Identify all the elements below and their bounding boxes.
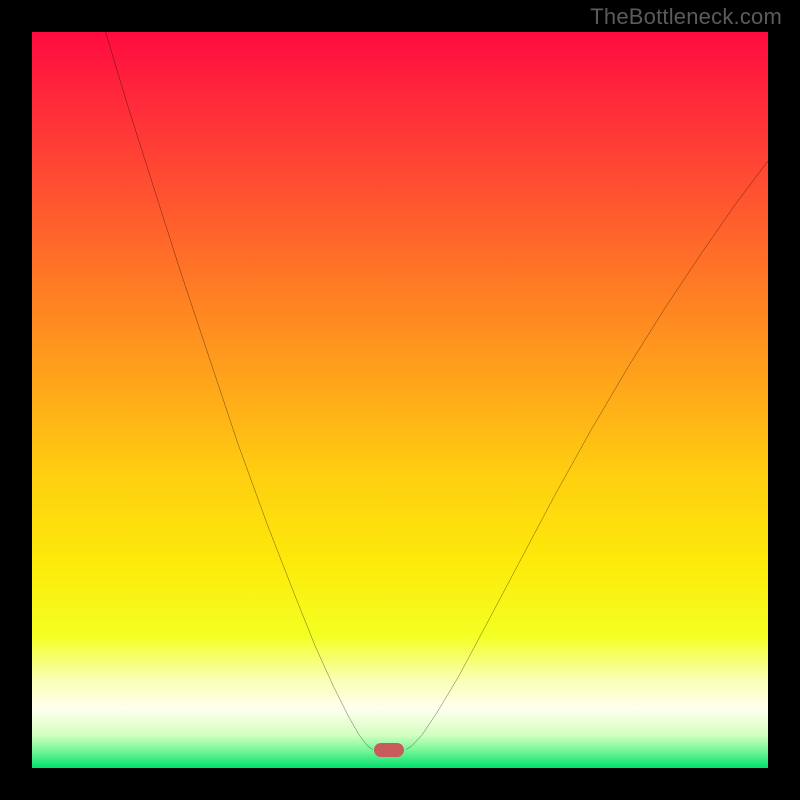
right-curve <box>406 161 768 750</box>
plot-area <box>32 32 768 768</box>
chart-frame: TheBottleneck.com <box>0 0 800 800</box>
watermark-text: TheBottleneck.com <box>590 4 782 30</box>
left-curve <box>106 32 373 750</box>
minimum-marker <box>374 743 404 757</box>
curves-layer <box>32 32 768 768</box>
